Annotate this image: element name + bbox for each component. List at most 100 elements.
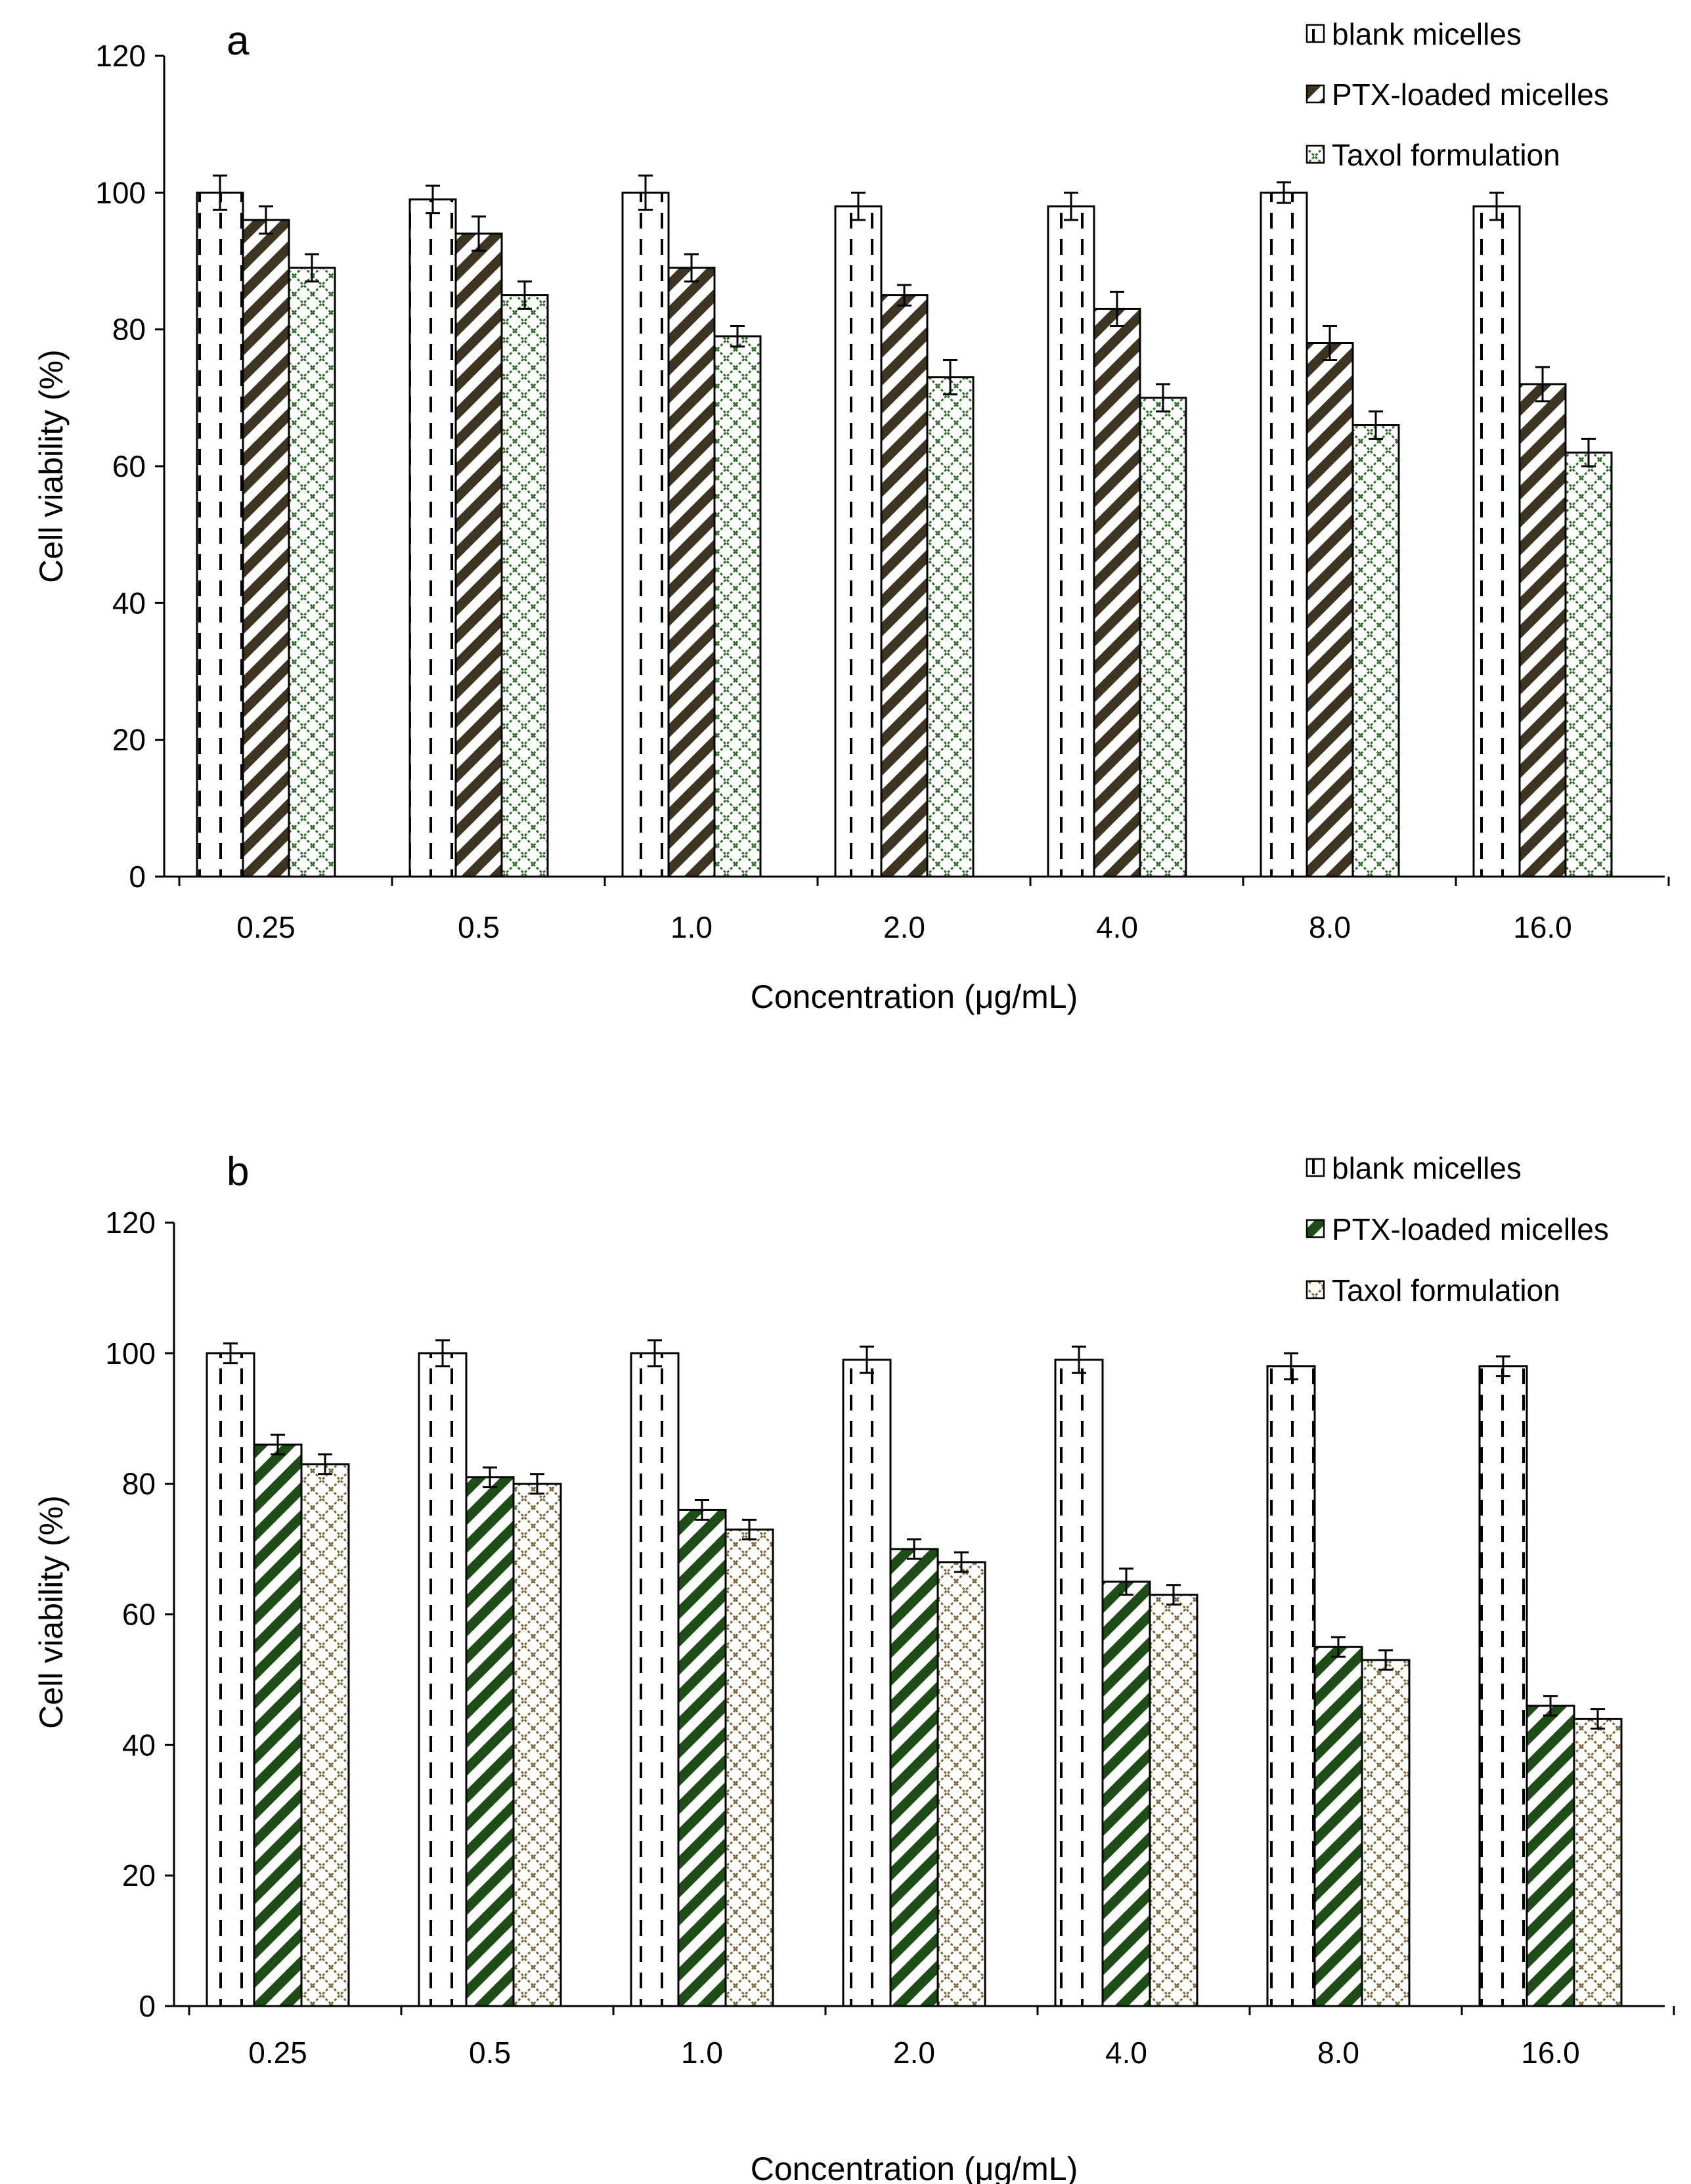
- error-bar: [897, 284, 911, 307]
- y-tick-label: 120: [95, 39, 146, 73]
- y-tick-label: 100: [105, 1336, 156, 1370]
- bar-blank-micelles: [1054, 1359, 1104, 2007]
- error-bar: [1369, 410, 1383, 440]
- bar-ptx-loaded-micelles: [454, 232, 503, 878]
- error-bar: [638, 174, 653, 211]
- error-bar: [1166, 1584, 1181, 1606]
- error-bar: [318, 1453, 332, 1475]
- bar-taxol-formulation: [724, 1528, 774, 2007]
- y-tick-label: 20: [122, 1858, 156, 1892]
- bars-group: [196, 174, 1613, 878]
- x-tick-label: 0.5: [469, 2036, 511, 2070]
- bar-blank-micelles: [196, 191, 244, 878]
- error-bar: [1581, 437, 1596, 468]
- error-bar: [483, 1466, 497, 1489]
- bar-ptx-loaded-micelles: [677, 1508, 727, 2007]
- bar-blank-micelles: [1047, 205, 1095, 878]
- error-bar: [472, 215, 486, 252]
- bar-ptx-loaded-micelles: [242, 219, 290, 878]
- error-bar: [954, 1551, 969, 1573]
- legend-label: PTX-loaded micelles: [1332, 77, 1609, 112]
- panel-label: b: [227, 1149, 249, 1194]
- y-tick-label: 80: [112, 313, 146, 347]
- y-tick-label: 60: [122, 1598, 156, 1632]
- legend-swatch: [1306, 144, 1325, 164]
- error-bar: [530, 1473, 544, 1495]
- bar-ptx-loaded-micelles: [1526, 1705, 1575, 2007]
- error-bar: [1156, 383, 1170, 413]
- legend-swatch: [1306, 1219, 1325, 1238]
- y-axis-title: Cell viability (%): [33, 1495, 70, 1729]
- bar-taxol-formulation: [1139, 397, 1187, 878]
- error-bar: [860, 1345, 874, 1374]
- bar-taxol-formulation: [936, 1561, 986, 2007]
- panel-label: a: [227, 18, 250, 64]
- bar-taxol-formulation: [1149, 1594, 1198, 2007]
- bar-blank-micelles: [630, 1352, 680, 2007]
- legend-swatch: [1306, 1158, 1325, 1177]
- y-axis-title: Cell viability (%): [33, 349, 70, 583]
- error-bar: [1331, 1636, 1346, 1658]
- x-tick-label: 8.0: [1317, 2036, 1359, 2070]
- bar-taxol-formulation: [1573, 1718, 1623, 2007]
- legend-label: blank micelles: [1332, 1151, 1522, 1185]
- x-tick-label: 0.5: [458, 910, 500, 944]
- error-bar: [648, 1339, 662, 1368]
- bar-blank-micelles: [842, 1359, 892, 2007]
- error-bar: [1489, 191, 1504, 221]
- chart-panel-b: b 0 20 40 60 80 100 120 0.25 0.5 1.0 2.0 4.0 8.0 16.…: [33, 1149, 1675, 2184]
- bar-blank-micelles: [834, 205, 883, 878]
- bar-ptx-loaded-micelles: [667, 267, 716, 878]
- bar-taxol-formulation: [1351, 424, 1400, 878]
- error-bar: [684, 253, 699, 283]
- y-tick-label: 40: [122, 1728, 156, 1762]
- error-bar: [435, 1339, 450, 1368]
- error-bar: [695, 1499, 709, 1521]
- error-bar: [1323, 324, 1337, 362]
- error-bar: [1284, 1352, 1298, 1381]
- bar-taxol-formulation: [1361, 1659, 1411, 2007]
- x-tick-label: 16.0: [1521, 2036, 1580, 2070]
- error-bar: [305, 253, 319, 283]
- y-tick-label: 100: [95, 175, 146, 209]
- error-bar: [742, 1518, 757, 1540]
- bar-blank-micelles: [408, 198, 457, 878]
- x-tick-label: 0.25: [248, 2036, 307, 2070]
- error-bar: [426, 185, 440, 215]
- y-tick-label: 60: [112, 449, 146, 483]
- legend-entry-ptx-loaded-micelles: PTX-loaded micelles: [1306, 1212, 1609, 1246]
- error-bar: [907, 1538, 921, 1560]
- bar-ptx-loaded-micelles: [1093, 307, 1141, 878]
- y-tick-label: 120: [105, 1206, 156, 1240]
- error-bar: [213, 174, 227, 211]
- x-axis: 0.25 0.5 1.0 2.0 4.0 8.0 16.0: [174, 2005, 1675, 2070]
- error-bar: [1072, 1345, 1086, 1374]
- legend-label: PTX-loaded micelles: [1332, 1212, 1609, 1246]
- error-bar: [517, 280, 532, 310]
- x-axis: 0.25 0.5 1.0 2.0 4.0 8.0 16.0: [164, 875, 1670, 944]
- x-tick-label: 1.0: [670, 910, 713, 944]
- error-bar: [1277, 181, 1291, 204]
- legend-entry-ptx-loaded-micelles: PTX-loaded micelles: [1306, 77, 1609, 112]
- legend-entry-blank-micelles: blank micelles: [1306, 1151, 1522, 1185]
- y-tick-label: 40: [112, 586, 146, 620]
- y-tick-label: 0: [129, 860, 146, 894]
- legend-entry-taxol-formulation: Taxol formulation: [1306, 138, 1560, 172]
- error-bar: [851, 191, 866, 221]
- legend-entry-taxol-formulation: Taxol formulation: [1306, 1273, 1560, 1307]
- y-axis: 0 20 40 60 80 100 120: [105, 1206, 175, 2023]
- error-bar: [730, 324, 745, 348]
- bar-ptx-loaded-micelles: [1306, 342, 1354, 878]
- x-tick-label: 2.0: [893, 2036, 935, 2070]
- bar-ptx-loaded-micelles: [465, 1476, 515, 2007]
- error-bar: [1064, 191, 1078, 221]
- error-bar: [1110, 290, 1124, 327]
- bars-group: [206, 1339, 1623, 2007]
- bar-blank-micelles: [1266, 1365, 1316, 2007]
- x-axis-title: Concentration (μg/mL): [751, 2151, 1078, 2184]
- x-tick-label: 0.25: [236, 910, 296, 944]
- legend-label: Taxol formulation: [1332, 1273, 1560, 1307]
- error-bar: [943, 359, 957, 396]
- bar-ptx-loaded-micelles: [889, 1548, 939, 2007]
- x-axis-title: Concentration (μg/mL): [751, 978, 1078, 1015]
